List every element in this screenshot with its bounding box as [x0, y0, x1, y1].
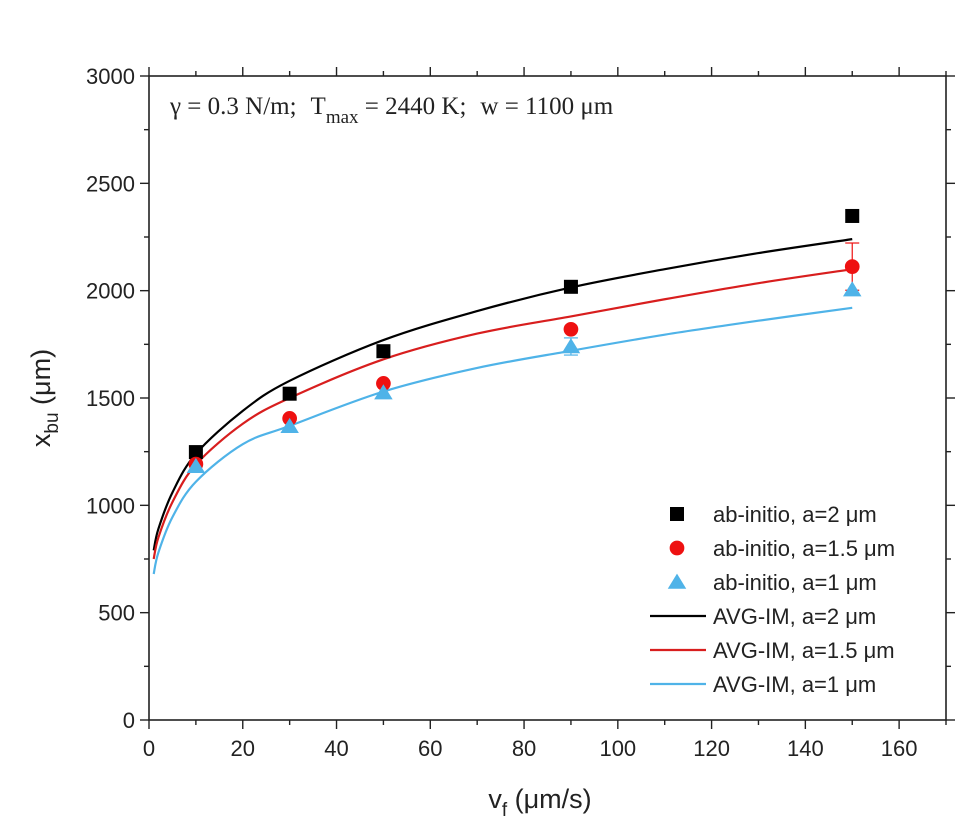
- annotation-tmax-value: = 2440 K: [359, 93, 460, 120]
- y-tick-label: 1500: [86, 386, 135, 411]
- y-tick-label: 2000: [86, 279, 135, 304]
- legend: ab-initio, a=2 μm ab-initio, a=1.5 μm ab-i…: [650, 502, 895, 697]
- legend-label: AVG-IM, a=2 μm: [713, 604, 876, 629]
- x-axis-title: vf (μm/s): [488, 784, 591, 821]
- x-tick-label: 20: [231, 736, 255, 761]
- data-point: [374, 384, 393, 400]
- series-line: [152, 306, 853, 575]
- legend-label: ab-initio, a=1.5 μm: [713, 536, 895, 561]
- legend-label: ab-initio, a=1 μm: [713, 570, 877, 595]
- annotation-separator-2: ;: [459, 93, 466, 120]
- annotation-tmax-subscript: max: [326, 107, 359, 128]
- data-point: [842, 281, 862, 297]
- data-point: [844, 259, 860, 274]
- annotation-width: w = 1100 μm: [480, 93, 613, 120]
- y-axis-title-rest: (μm): [26, 349, 56, 413]
- y-tick-label: 0: [123, 708, 135, 733]
- legend-label: ab-initio, a=2 μm: [713, 502, 877, 527]
- data-point: [280, 417, 299, 434]
- x-tick-label: 160: [881, 736, 918, 761]
- y-tick-label: 500: [98, 601, 135, 626]
- parameter-annotation: γ = 0.3 N/m; Tmax = 2440 K; w = 1100 μm: [169, 93, 614, 128]
- legend-marker: [670, 507, 684, 521]
- x-tick-label: 140: [787, 736, 824, 761]
- x-tick-label: 40: [324, 736, 348, 761]
- y-tick-label: 3000: [86, 64, 135, 89]
- y-tick-label: 2500: [86, 171, 135, 196]
- legend-marker: [667, 573, 687, 589]
- x-tick-label: 100: [599, 736, 636, 761]
- y-axis-title-subscript: bu: [42, 412, 63, 433]
- x-axis-title-subscript: f: [502, 800, 508, 821]
- data-point: [561, 338, 581, 354]
- y-axis-title-main: x: [26, 433, 56, 447]
- x-tick-label: 60: [418, 736, 442, 761]
- y-axis-title: xbu (μm): [26, 349, 63, 447]
- data-point: [376, 344, 391, 359]
- x-axis-title-rest: (μm/s): [507, 784, 592, 814]
- data-point: [376, 376, 391, 391]
- data-point: [563, 321, 579, 337]
- data-point: [845, 208, 860, 223]
- data-point: [188, 445, 203, 460]
- y-tick-label: 1000: [86, 493, 135, 518]
- data-point: [563, 279, 578, 294]
- data-point: [186, 457, 206, 473]
- x-axis-title-main: v: [488, 784, 502, 814]
- legend-label: AVG-IM, a=1 μm: [713, 672, 876, 697]
- data-point: [282, 386, 297, 401]
- annotation-separator-1: ;: [290, 93, 297, 120]
- series-line: [152, 238, 853, 551]
- x-tick-label: 120: [693, 736, 730, 761]
- series-line: [152, 268, 853, 560]
- legend-marker: [669, 540, 685, 556]
- x-tick-label: 80: [512, 736, 536, 761]
- legend-label: AVG-IM, a=1.5 μm: [713, 638, 895, 663]
- annotation-tmax-symbol: T: [311, 93, 326, 120]
- annotation-gamma: γ = 0.3 N/m: [169, 93, 290, 120]
- x-tick-label: 0: [143, 736, 155, 761]
